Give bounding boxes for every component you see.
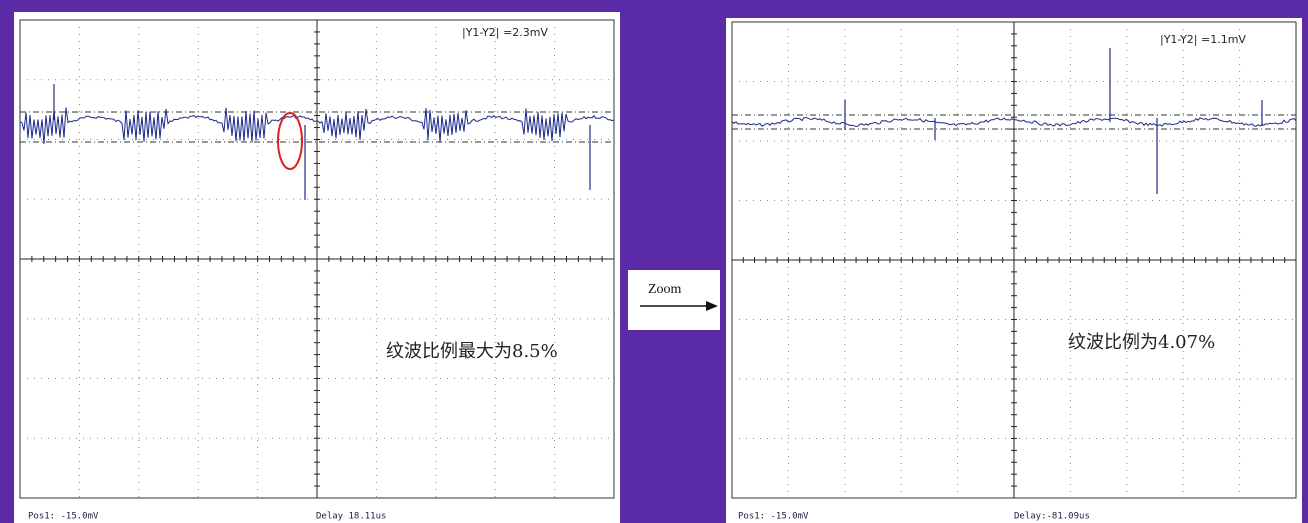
footer-delay: Delay:-81.09us (1014, 512, 1090, 522)
readout: |Y1-Y2| =2.3mV (462, 26, 548, 39)
footer-delay: Delay 18.11us (316, 512, 386, 522)
footer-position: Pos1: -15.0mV (738, 512, 809, 522)
annotation: 纹波比例为4.07% (1068, 332, 1215, 353)
annotation: 纹波比例最大为8.5% (386, 341, 558, 362)
readout: |Y1-Y2| =1.1mV (1160, 33, 1246, 46)
slide: |Y1-Y2| =2.3mV 纹波比例最大为8.5% Pos1: -15.0mV… (0, 0, 1308, 523)
zoom-label: Zoom (648, 282, 682, 297)
footer-position: Pos1: -15.0mV (28, 512, 99, 522)
zoom-area (628, 270, 720, 330)
